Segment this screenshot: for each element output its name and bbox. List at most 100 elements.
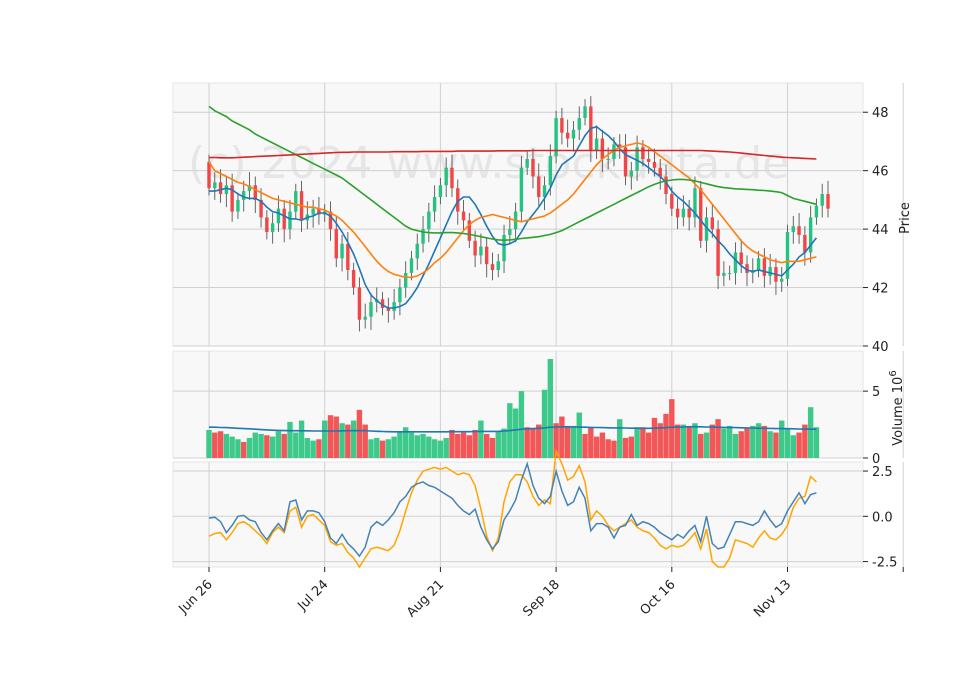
volume-bar <box>229 436 235 458</box>
candle-body <box>797 226 801 235</box>
candle-body <box>716 229 720 276</box>
volume-bar <box>767 431 773 458</box>
candle-body <box>646 158 651 162</box>
volume-bar <box>316 439 322 458</box>
volume-tick-label: 0 <box>872 452 880 467</box>
volume-bar <box>773 432 779 458</box>
volume-bar <box>807 407 814 458</box>
volume-bar <box>715 419 721 458</box>
volume-bar <box>674 424 681 458</box>
volume-bar <box>576 412 582 458</box>
price-tick-label: 44 <box>872 223 889 238</box>
volume-bar <box>426 436 432 458</box>
volume-bar <box>779 420 785 458</box>
candle-body <box>531 158 535 177</box>
x-tick-label: Jun 26 <box>176 577 216 617</box>
volume-bar <box>802 424 808 458</box>
x-tick-label: Aug 21 <box>404 577 447 620</box>
candle-body <box>594 138 599 151</box>
volume-bar <box>524 427 530 458</box>
oscillator-plot <box>208 448 817 569</box>
volume-bar <box>495 431 501 458</box>
volume-bar <box>379 440 386 458</box>
volume-bar <box>518 391 525 458</box>
price-tick-label: 46 <box>872 165 889 180</box>
volume-bar <box>431 439 438 458</box>
candle-body <box>733 252 738 273</box>
volume-bar <box>293 432 299 458</box>
volume-bar <box>223 433 230 458</box>
candle-body <box>739 252 743 265</box>
volume-bar <box>241 441 247 458</box>
volume-axis-label: Volume 106 <box>888 370 906 445</box>
volume-bar <box>483 433 490 458</box>
candle-body <box>294 191 298 212</box>
volume-bar <box>408 432 415 458</box>
volume-bar <box>588 427 594 458</box>
volume-bar <box>478 420 484 458</box>
volume-bar <box>501 428 507 458</box>
volume-bar <box>692 423 698 458</box>
candle-body <box>722 272 726 276</box>
candle-body <box>253 185 257 200</box>
candle-body <box>357 287 362 320</box>
volume-bar <box>564 425 571 458</box>
volume-plot <box>206 359 820 458</box>
candle-body <box>780 278 784 282</box>
volume-bar <box>790 435 796 458</box>
candle-body <box>236 199 240 212</box>
volume-bar <box>449 429 455 458</box>
price-tick-label: 48 <box>872 106 889 121</box>
volume-bar <box>651 417 658 458</box>
candle-body <box>479 246 483 256</box>
candle-body <box>710 217 714 230</box>
candle-body <box>583 106 587 119</box>
volume-bar <box>698 433 704 458</box>
candle-body <box>207 161 211 189</box>
volume-bar <box>455 433 461 458</box>
candle-body <box>317 208 321 215</box>
x-tick-label: Nov 13 <box>751 577 794 620</box>
x-tick-label: Oct 16 <box>638 577 679 618</box>
candle-body <box>560 118 564 133</box>
candle-body <box>242 191 246 200</box>
candle-body <box>693 188 697 218</box>
volume-bar <box>327 415 334 458</box>
candle-body <box>456 188 460 212</box>
candle-body <box>571 129 576 139</box>
candle-body <box>664 176 668 195</box>
volume-bar <box>593 436 600 458</box>
volume-bar <box>437 440 444 458</box>
candle-body <box>213 182 217 189</box>
candle-body <box>670 194 674 209</box>
volume-bar <box>559 416 565 458</box>
volume-bar <box>212 432 218 458</box>
price-tick-label: 42 <box>872 282 889 297</box>
candle-body <box>548 156 553 186</box>
candle-body <box>247 185 252 192</box>
candle-body <box>276 208 281 224</box>
volume-bar <box>599 432 606 458</box>
candle-body <box>218 182 223 195</box>
osc-tick-label: 0.0 <box>872 510 893 525</box>
volume-bar <box>402 427 409 458</box>
volume-bar <box>374 437 380 458</box>
candle-body <box>265 217 269 233</box>
volume-bar <box>420 433 426 458</box>
candle-body <box>288 211 292 230</box>
volume-bar <box>258 433 264 458</box>
candle-body <box>444 167 448 186</box>
x-tick-label: Sep 18 <box>520 577 563 620</box>
osc-tick-label: 2.5 <box>872 465 893 480</box>
candle-body <box>363 316 367 320</box>
volume-bar <box>570 425 577 458</box>
volume-bar <box>275 431 282 458</box>
candle-body <box>658 167 662 177</box>
volume-bar <box>721 428 727 458</box>
price-tick-label: 40 <box>872 340 889 355</box>
osc-tick-label: -2.5 <box>872 556 897 571</box>
moving-average-line <box>209 149 817 160</box>
candle-body <box>415 243 419 259</box>
volume-bar <box>605 439 611 458</box>
